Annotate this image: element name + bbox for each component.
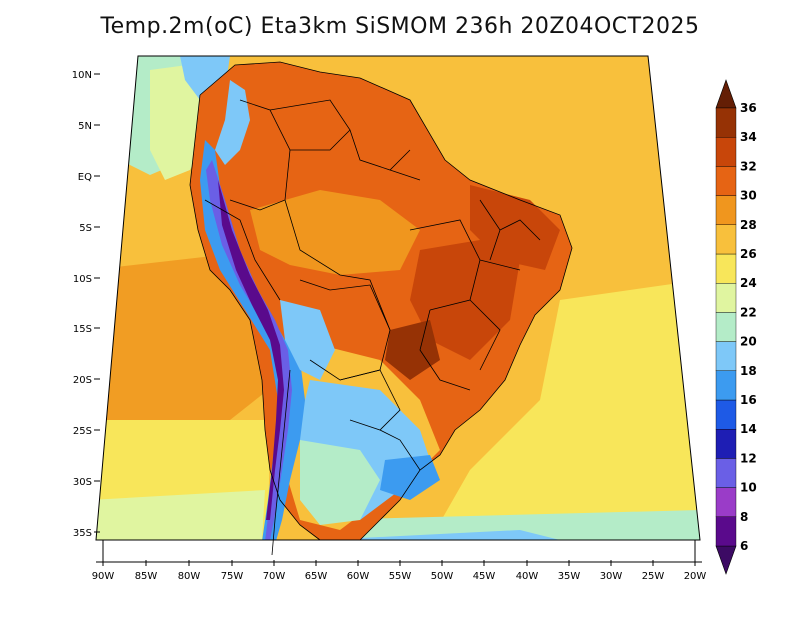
colorbar-bin xyxy=(715,283,737,313)
lat-label: 30S xyxy=(73,477,92,488)
colorbar-bin xyxy=(715,516,737,547)
lon-label: 55W xyxy=(389,571,412,582)
colorbar-swatches xyxy=(715,79,737,575)
lat-axis: 10N 5N EQ 5S 10S 15S 20S 25S 30S 35S xyxy=(72,70,92,539)
lat-label: 5N xyxy=(78,121,92,132)
colorbar-bin xyxy=(715,458,737,488)
lon-label: 80W xyxy=(178,571,201,582)
border-ne-states xyxy=(479,199,541,261)
colorbar-label: 22 xyxy=(740,305,757,319)
lon-label: 50W xyxy=(431,571,454,582)
colorbar-label: 16 xyxy=(740,393,757,407)
pantanal-hot xyxy=(385,320,440,380)
lon-label: 40W xyxy=(516,571,539,582)
colorbar-labels: 6 8 10 12 14 16 18 20 22 24 26 28 30 32 34 36 xyxy=(740,101,757,553)
andes-very-cold xyxy=(206,160,292,540)
colorbar-label: 8 xyxy=(740,510,748,524)
lon-label: 85W xyxy=(135,571,158,582)
lon-label: 20W xyxy=(684,571,707,582)
colorbar-bin xyxy=(715,312,737,342)
colorbar-under-arrow xyxy=(715,545,737,575)
lat-label: 20S xyxy=(73,375,92,386)
temperature-field xyxy=(96,56,700,540)
lat-label: EQ xyxy=(78,172,92,183)
lon-label: 60W xyxy=(347,571,370,582)
colorbar-label: 12 xyxy=(740,451,757,465)
altiplano-cold xyxy=(280,300,335,380)
lon-label: 75W xyxy=(221,571,244,582)
lon-axis: 90W 85W 80W 75W 70W 65W 60W 55W 50W 45W … xyxy=(92,571,707,582)
border-brazil-west xyxy=(284,199,391,331)
colorbar-bin xyxy=(715,107,737,138)
colorbar-bin xyxy=(715,136,737,167)
colorbar: 6 8 10 12 14 16 18 20 22 24 26 28 30 32 34 36 xyxy=(715,79,757,575)
andes-coldest xyxy=(218,180,284,520)
colorbar-bin xyxy=(715,399,737,430)
lon-label: 35W xyxy=(558,571,581,582)
northeast-hot xyxy=(470,185,560,270)
colorbar-bin xyxy=(715,341,737,372)
colorbar-label: 28 xyxy=(740,218,757,232)
lon-label: 70W xyxy=(263,571,286,582)
colorbar-bin xyxy=(715,370,737,401)
colorbar-label: 6 xyxy=(740,539,748,553)
border-colombia xyxy=(229,99,291,211)
northern-andes-cold xyxy=(215,80,250,165)
colorbar-label: 18 xyxy=(740,364,757,378)
colorbar-bin xyxy=(715,253,737,284)
colorbar-label: 36 xyxy=(740,101,757,115)
atlantic-south-blue xyxy=(320,530,560,540)
border-brazil-states xyxy=(409,219,521,391)
colorbar-label: 32 xyxy=(740,159,757,173)
map-title: Temp.2m(oC) Eta3km SiSMOM 236h 20Z04OCT2… xyxy=(100,14,700,39)
colorbar-bin xyxy=(715,166,737,196)
colorbar-bin xyxy=(715,224,737,255)
central-brazil-hot xyxy=(410,240,520,360)
colorbar-bin xyxy=(715,429,737,459)
lon-label: 25W xyxy=(642,571,665,582)
colorbar-over-arrow xyxy=(715,79,737,109)
pacific-warm-area xyxy=(96,250,268,420)
coastline xyxy=(189,61,573,541)
lat-label: 15S xyxy=(73,324,92,335)
border-ecuador-peru xyxy=(204,199,281,301)
border-chile-argentina xyxy=(271,369,291,556)
amazon-hotspot xyxy=(250,190,420,275)
lat-label: 25S xyxy=(73,426,92,437)
atlantic-south-pale xyxy=(320,510,700,540)
argentina-pale xyxy=(300,440,380,525)
lat-label: 10N xyxy=(72,70,92,81)
colorbar-label: 14 xyxy=(740,422,757,436)
lon-label: 65W xyxy=(305,571,328,582)
lat-label: 5S xyxy=(79,223,92,234)
lat-ticks xyxy=(94,73,100,533)
lat-label: 10S xyxy=(73,274,92,285)
pacific-south-pale xyxy=(96,490,265,540)
lon-label: 90W xyxy=(92,571,115,582)
colorbar-label: 30 xyxy=(740,189,757,203)
border-paraguay xyxy=(339,369,401,431)
border-guianas xyxy=(349,129,421,181)
borders xyxy=(189,61,573,556)
colorbar-bin xyxy=(715,487,737,518)
colorbar-label: 20 xyxy=(740,335,757,349)
lon-label: 45W xyxy=(473,571,496,582)
lon-label: 30W xyxy=(600,571,623,582)
colorbar-label: 24 xyxy=(740,276,757,290)
map-frame xyxy=(95,55,701,541)
colorbar-label: 10 xyxy=(740,481,757,495)
atlantic-yellow-band xyxy=(430,280,700,540)
lat-label: 35S xyxy=(73,528,92,539)
colorbar-label: 34 xyxy=(740,130,757,144)
colorbar-label: 26 xyxy=(740,247,757,261)
colorbar-bin xyxy=(715,195,737,226)
border-argentina-brazil xyxy=(379,429,421,471)
